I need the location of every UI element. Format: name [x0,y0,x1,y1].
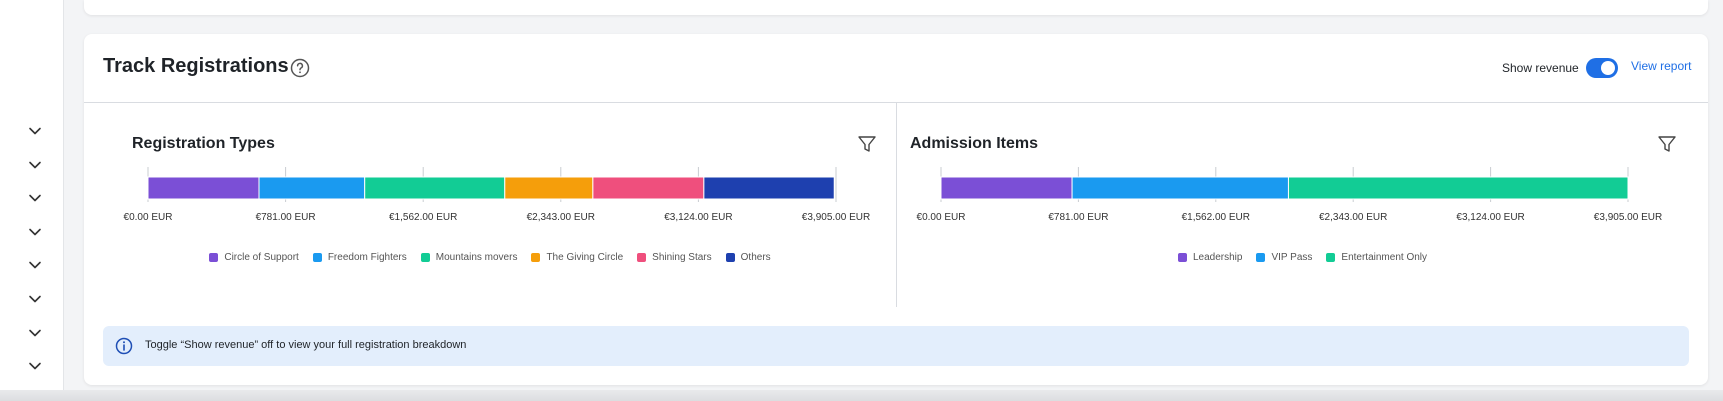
previous-card [84,0,1708,15]
info-banner: Toggle “Show revenue” off to view your f… [103,326,1689,366]
bar-segment-circle-of-support[interactable] [147,176,260,200]
legend-label: VIP Pass [1271,252,1313,263]
legend-item[interactable]: Freedom Fighters [312,252,407,263]
info-icon [115,337,133,355]
tick-label: €0.00 EUR [124,212,173,223]
info-text: Toggle “Show revenue” off to view your f… [145,339,467,351]
legend-swatch [1177,253,1187,262]
legend-item[interactable]: Circle of Support [209,252,299,263]
bar-segment-the-giving-circle[interactable] [504,176,594,200]
tick-label: €2,343.00 EUR [527,212,595,223]
registration-types-chart: €0.00 EUR €781.00 EUR €1,562.00 EUR €2,343.… [124,167,870,223]
help-icon[interactable] [289,57,311,79]
sidebar [0,0,64,401]
chevron-down-icon[interactable] [26,189,44,207]
legend-swatch [209,253,219,262]
tick-label: €1,562.00 EUR [1182,212,1250,223]
legend-item[interactable]: Entertainment Only [1326,252,1427,263]
tick-label: €781.00 EUR [1048,212,1108,223]
tick-label: €3,905.00 EUR [1594,212,1662,223]
chevron-down-icon[interactable] [26,324,44,342]
filter-icon[interactable] [1656,133,1678,155]
bar-segment-leadership[interactable] [940,176,1073,200]
legend-item[interactable]: VIP Pass [1256,252,1312,263]
legend-swatch [420,253,430,262]
tick-label: €0.00 EUR [917,212,966,223]
chevron-down-icon[interactable] [26,357,44,375]
legend-swatch [312,253,322,262]
legend-item[interactable]: Shining Stars [637,252,712,263]
legend-label: Mountains movers [435,252,518,263]
chart-title: Admission Items [910,135,1039,152]
legend-item[interactable]: The Giving Circle [531,252,623,263]
tick-label: €3,905.00 EUR [802,212,870,223]
bar-segment-vip-pass[interactable] [1071,176,1289,200]
bar-segment-entertainment-only[interactable] [1287,176,1629,200]
admission-items-chart: €0.00 EUR €781.00 EUR €1,562.00 EUR €2,343.… [917,167,1662,223]
chevron-down-icon[interactable] [26,156,44,174]
show-revenue-toggle[interactable] [1586,58,1618,78]
tick-label: €3,124.00 EUR [1456,212,1524,223]
legend-label: Leadership [1192,252,1243,263]
track-registrations-card: Track Registrations Show revenue View re… [84,34,1708,385]
legend-swatch [725,253,735,262]
legend-swatch [1256,253,1266,262]
tick-label: €781.00 EUR [256,212,316,223]
bar-segment-mountains-movers[interactable] [364,176,506,200]
registration-types-panel: Registration Types €0.00 EUR €781.00 EUR €… [84,103,896,303]
chevron-down-icon[interactable] [26,290,44,308]
legend-item[interactable]: Others [725,252,771,263]
bar-segment-shining-stars[interactable] [592,176,705,200]
chart-legend: Leadership VIP Pass Entertainment Only [897,252,1708,263]
tick-label: €1,562.00 EUR [389,212,457,223]
chevron-down-icon[interactable] [26,122,44,140]
legend-label: Entertainment Only [1341,252,1428,263]
legend-label: Others [740,252,771,263]
legend-item[interactable]: Mountains movers [420,252,518,263]
tick-label: €2,343.00 EUR [1319,212,1387,223]
legend-swatch [637,253,647,262]
legend-swatch [531,253,541,262]
card-header: Track Registrations Show revenue View re… [84,34,1708,103]
legend-label: Circle of Support [224,252,299,263]
view-report-link[interactable]: View report [1631,59,1692,73]
chart-legend: Circle of Support Freedom Fighters Mountai… [84,252,896,263]
filter-icon[interactable] [856,133,878,155]
toggle-knob [1601,61,1615,75]
panel-divider [896,103,897,307]
legend-item[interactable]: Leadership [1177,252,1243,263]
show-revenue-label: Show revenue [1502,61,1579,75]
page-bottom-shade [0,390,1723,401]
admission-items-panel: Admission Items €0.00 EUR €781.00 EUR €1,5… [897,103,1708,303]
legend-label: The Giving Circle [546,252,624,263]
legend-swatch [1326,253,1336,262]
legend-label: Freedom Fighters [327,252,407,263]
chevron-down-icon[interactable] [26,223,44,241]
page-title: Track Registrations [103,55,289,77]
bar-segment-others[interactable] [703,176,835,200]
legend-label: Shining Stars [652,252,712,263]
chart-title: Registration Types [132,135,275,152]
tick-label: €3,124.00 EUR [664,212,732,223]
chevron-down-icon[interactable] [26,256,44,274]
bar-segment-freedom-fighters[interactable] [258,176,366,200]
